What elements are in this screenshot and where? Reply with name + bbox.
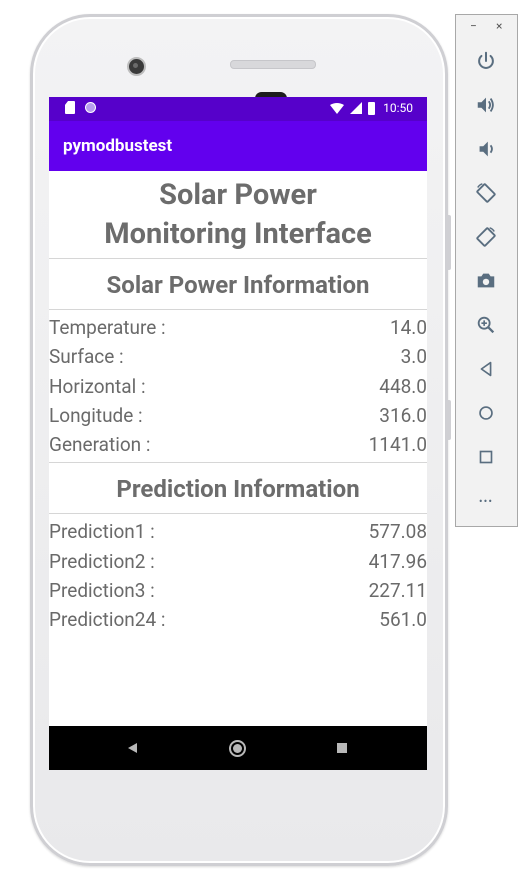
camera-icon	[477, 273, 495, 288]
row-label: Prediction2 :	[49, 549, 155, 573]
row-value: 14.0	[389, 316, 427, 339]
zoom-icon	[477, 316, 495, 334]
back-icon	[480, 361, 492, 377]
solar-row-temperature: Temperature : 14.0	[49, 313, 427, 342]
status-time: 10:50	[383, 101, 413, 115]
solar-row-surface: Surface : 3.0	[49, 342, 427, 371]
row-value: 1141.0	[368, 433, 427, 457]
row-value: 417.96	[368, 549, 427, 573]
earpiece-speaker	[230, 60, 316, 69]
volume-up-button[interactable]	[471, 90, 501, 120]
battery-icon	[368, 101, 376, 115]
volume-down-icon	[479, 141, 493, 157]
status-bar: 10:50	[49, 97, 427, 121]
volume-rocker	[446, 215, 451, 270]
page-title-line2: Monitoring Interface	[104, 217, 372, 251]
prediction-row-2: Prediction2 : 417.96	[49, 547, 427, 576]
rotate-left-button[interactable]	[471, 178, 501, 208]
row-value: 577.08	[368, 520, 427, 544]
screenshot-button[interactable]	[471, 266, 501, 296]
nav-home-icon[interactable]	[229, 740, 246, 757]
app-title: pymodbustest	[63, 136, 173, 156]
row-label: Prediction3 :	[49, 579, 155, 603]
main-content: Solar Power Monitoring Interface Solar P…	[49, 171, 427, 638]
rotate-right-button[interactable]	[471, 222, 501, 252]
row-label: Surface :	[49, 345, 124, 369]
row-value: 561.0	[379, 608, 427, 632]
overview-icon	[479, 450, 493, 464]
prediction-row-3: Prediction3 : 227.11	[49, 576, 427, 605]
wifi-icon	[330, 102, 345, 114]
prediction-row-24: Prediction24 : 561.0	[49, 605, 427, 634]
solar-section-title: Solar Power Information	[106, 271, 370, 299]
front-camera	[127, 57, 146, 76]
overview-button[interactable]	[471, 442, 501, 472]
nav-back-icon[interactable]	[128, 743, 137, 753]
prediction-row-1: Prediction1 : 577.08	[49, 517, 427, 546]
power-button[interactable]	[471, 46, 501, 76]
minimize-button[interactable]: −	[470, 19, 477, 33]
rotate-left-icon	[476, 183, 496, 203]
solar-row-horizontal: Horizontal : 448.0	[49, 372, 427, 401]
page-title-line1: Solar Power	[159, 178, 317, 212]
nav-recents-icon[interactable]	[337, 743, 347, 753]
divider	[49, 309, 427, 310]
app-bar: pymodbustest	[49, 121, 427, 171]
divider	[49, 258, 427, 259]
row-label: Horizontal :	[49, 374, 146, 398]
divider	[49, 513, 427, 515]
zoom-button[interactable]	[471, 310, 501, 340]
power-icon	[478, 51, 494, 69]
more-icon: •••	[478, 494, 494, 508]
solar-row-longitude: Longitude : 316.0	[49, 401, 427, 430]
solar-row-generation: Generation : 1141.0	[49, 430, 427, 459]
row-label: Temperature :	[49, 316, 166, 339]
row-value: 316.0	[379, 403, 427, 427]
emulator-toolbar: − ×	[455, 14, 518, 527]
solar-info-list: Temperature : 14.0 Surface : 3.0 Horizon…	[49, 310, 427, 462]
page-title: Solar Power Monitoring Interface	[49, 176, 427, 254]
divider	[49, 462, 427, 464]
home-icon	[479, 406, 493, 420]
more-button[interactable]: •••	[471, 486, 501, 516]
back-button[interactable]	[471, 354, 501, 384]
side-button	[446, 400, 451, 440]
prediction-section-title: Prediction Information	[116, 475, 360, 504]
row-label: Prediction1 :	[49, 520, 155, 544]
volume-up-icon	[477, 97, 494, 113]
row-label: Generation :	[49, 433, 151, 457]
notification-dot-icon	[85, 102, 96, 113]
device-screen: 10:50 pymodbustest Solar Power Monitorin…	[49, 97, 427, 770]
row-value: 448.0	[379, 374, 427, 398]
home-button[interactable]	[471, 398, 501, 428]
signal-icon	[350, 102, 363, 114]
row-label: Longitude :	[49, 403, 143, 427]
row-value: 3.0	[400, 345, 427, 369]
close-button[interactable]: ×	[496, 19, 503, 33]
row-label: Prediction24 :	[49, 608, 166, 632]
rotate-right-icon	[476, 227, 496, 247]
row-value: 227.11	[368, 579, 427, 603]
volume-down-button[interactable]	[471, 134, 501, 164]
prediction-info-list: Prediction1 : 577.08 Prediction2 : 417.9…	[49, 514, 427, 637]
sd-card-icon	[65, 101, 75, 114]
android-nav-bar	[49, 726, 427, 770]
